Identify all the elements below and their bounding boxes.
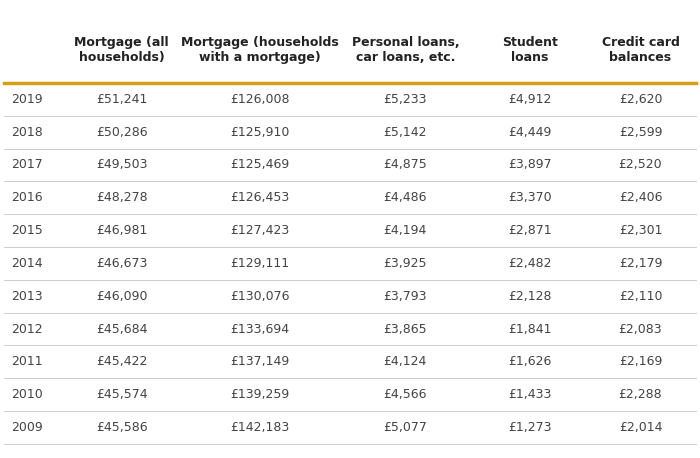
Text: £48,278: £48,278 — [96, 191, 148, 204]
Text: £2,301: £2,301 — [619, 224, 662, 237]
Text: £5,077: £5,077 — [384, 421, 427, 434]
Text: £1,626: £1,626 — [508, 355, 552, 368]
Text: £4,875: £4,875 — [384, 158, 427, 171]
Text: £2,179: £2,179 — [619, 257, 662, 270]
Text: £3,793: £3,793 — [384, 290, 427, 303]
Text: £142,183: £142,183 — [230, 421, 290, 434]
Text: £2,406: £2,406 — [619, 191, 662, 204]
Text: £4,449: £4,449 — [508, 125, 552, 139]
Text: £4,124: £4,124 — [384, 355, 427, 368]
Text: £2,083: £2,083 — [619, 322, 662, 336]
Text: 2015: 2015 — [11, 224, 43, 237]
Text: £137,149: £137,149 — [230, 355, 290, 368]
Text: £3,897: £3,897 — [508, 158, 552, 171]
Text: £3,865: £3,865 — [384, 322, 427, 336]
Text: £1,433: £1,433 — [508, 388, 552, 401]
Text: £45,422: £45,422 — [96, 355, 148, 368]
Text: £4,194: £4,194 — [384, 224, 427, 237]
Text: £5,233: £5,233 — [384, 93, 427, 106]
Text: £46,673: £46,673 — [96, 257, 148, 270]
Text: £2,520: £2,520 — [619, 158, 662, 171]
Text: £45,684: £45,684 — [96, 322, 148, 336]
Text: Mortgage (households
with a mortgage): Mortgage (households with a mortgage) — [181, 36, 339, 64]
Text: £2,871: £2,871 — [508, 224, 552, 237]
Text: Personal loans,
car loans, etc.: Personal loans, car loans, etc. — [351, 36, 459, 64]
Text: £49,503: £49,503 — [96, 158, 148, 171]
Text: £126,008: £126,008 — [230, 93, 290, 106]
Text: £2,128: £2,128 — [508, 290, 552, 303]
Text: £129,111: £129,111 — [230, 257, 290, 270]
Text: £126,453: £126,453 — [230, 191, 290, 204]
Text: £3,370: £3,370 — [508, 191, 552, 204]
Text: £46,981: £46,981 — [96, 224, 148, 237]
Text: £2,288: £2,288 — [619, 388, 662, 401]
Text: 2013: 2013 — [11, 290, 43, 303]
Text: £1,273: £1,273 — [508, 421, 552, 434]
Text: £45,586: £45,586 — [96, 421, 148, 434]
Text: £133,694: £133,694 — [230, 322, 290, 336]
Text: 2017: 2017 — [11, 158, 43, 171]
Text: 2011: 2011 — [11, 355, 43, 368]
Text: 2016: 2016 — [11, 191, 43, 204]
Text: £46,090: £46,090 — [96, 290, 148, 303]
Text: £130,076: £130,076 — [230, 290, 290, 303]
Text: £51,241: £51,241 — [96, 93, 148, 106]
Text: £4,566: £4,566 — [384, 388, 427, 401]
Text: £4,486: £4,486 — [384, 191, 427, 204]
Text: £2,169: £2,169 — [619, 355, 662, 368]
Text: 2010: 2010 — [11, 388, 43, 401]
Text: £50,286: £50,286 — [96, 125, 148, 139]
Text: £3,925: £3,925 — [384, 257, 427, 270]
Text: £45,574: £45,574 — [96, 388, 148, 401]
Text: £127,423: £127,423 — [230, 224, 290, 237]
Text: £2,599: £2,599 — [619, 125, 662, 139]
Text: Credit card
balances: Credit card balances — [601, 36, 680, 64]
Text: £2,620: £2,620 — [619, 93, 662, 106]
Text: 2009: 2009 — [11, 421, 43, 434]
Text: 2018: 2018 — [11, 125, 43, 139]
Text: £2,014: £2,014 — [619, 421, 662, 434]
Text: 2014: 2014 — [11, 257, 43, 270]
Text: £125,469: £125,469 — [230, 158, 290, 171]
Text: 2019: 2019 — [11, 93, 43, 106]
Text: £2,482: £2,482 — [508, 257, 552, 270]
Text: 2012: 2012 — [11, 322, 43, 336]
Text: £2,110: £2,110 — [619, 290, 662, 303]
Text: £139,259: £139,259 — [230, 388, 290, 401]
Text: Mortgage (all
households): Mortgage (all households) — [74, 36, 169, 64]
Text: £4,912: £4,912 — [508, 93, 552, 106]
Text: £125,910: £125,910 — [230, 125, 290, 139]
Text: Student
loans: Student loans — [502, 36, 558, 64]
Text: £1,841: £1,841 — [508, 322, 552, 336]
Text: £5,142: £5,142 — [384, 125, 427, 139]
